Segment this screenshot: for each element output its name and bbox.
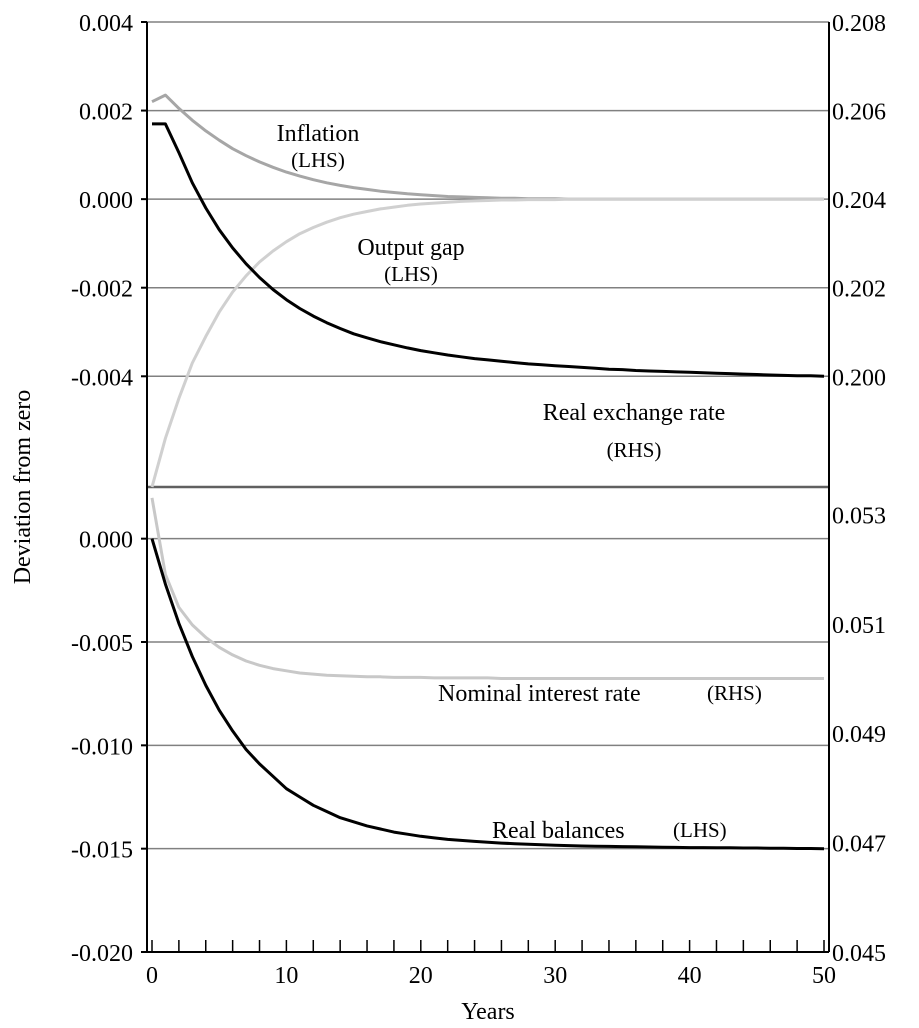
y-right-tick-label: 0.206 bbox=[832, 100, 886, 126]
real-balances-label: Real balances bbox=[492, 818, 625, 844]
real-exchange-rate-axis-note: (RHS) bbox=[607, 438, 662, 462]
y-right-tick-label: 0.045 bbox=[832, 941, 886, 967]
y-right-tick-label: 0.208 bbox=[832, 11, 886, 37]
inflation-axis-note: (LHS) bbox=[291, 148, 345, 172]
tick-labels: 0.004 0.002 0.000 -0.002 -0.004 0.208 0.206 0.2… bbox=[71, 11, 886, 989]
output-gap-annotation: Output gap (LHS) bbox=[357, 235, 464, 286]
real-balances-axis-note: (LHS) bbox=[673, 818, 727, 842]
y-right-tick-label: 0.200 bbox=[832, 365, 886, 391]
y-right-tick-label: 0.053 bbox=[832, 503, 886, 529]
series-lines bbox=[150, 93, 825, 851]
inflation-label: Inflation bbox=[277, 121, 360, 147]
real-exchange-rate-label: Real exchange rate bbox=[543, 400, 726, 426]
x-tick-label: 40 bbox=[678, 963, 702, 989]
y-left-tick-label: -0.005 bbox=[71, 631, 133, 657]
x-tick-label: 10 bbox=[274, 963, 298, 989]
y-left-tick-label: -0.002 bbox=[71, 277, 133, 303]
y-left-tick-label: 0.004 bbox=[79, 11, 133, 37]
x-tick-label: 30 bbox=[543, 963, 567, 989]
x-tick-label: 0 bbox=[146, 963, 158, 989]
nominal-interest-rate-axis-note: (RHS) bbox=[707, 681, 762, 705]
y-right-tick-label: 0.202 bbox=[832, 277, 886, 303]
series-line-output-gap bbox=[150, 197, 824, 488]
nominal-interest-rate-annotation: Nominal interest rate (RHS) bbox=[438, 681, 762, 707]
output-gap-label: Output gap bbox=[357, 235, 464, 261]
y-right-tick-label: 0.204 bbox=[832, 188, 886, 214]
x-tick-label: 50 bbox=[812, 963, 836, 989]
y-right-tick-label: 0.049 bbox=[832, 722, 886, 748]
real-balances-annotation: Real balances (LHS) bbox=[492, 818, 727, 844]
y-right-tick-label: 0.051 bbox=[832, 613, 886, 639]
grid-lines bbox=[147, 21, 829, 850]
output-gap-axis-note: (LHS) bbox=[384, 262, 438, 286]
y-left-tick-label: 0.002 bbox=[79, 100, 133, 126]
x-axis-minor-ticks bbox=[151, 940, 825, 952]
series-line-real-exchange-rate bbox=[152, 122, 825, 378]
y-left-tick-label: -0.004 bbox=[71, 365, 133, 391]
real-exchange-rate-annotation: Real exchange rate (RHS) bbox=[543, 400, 726, 462]
y-left-tick-label: -0.015 bbox=[71, 838, 133, 864]
y-left-tick-label: -0.010 bbox=[71, 734, 133, 760]
y-axis-title: Deviation from zero bbox=[10, 390, 36, 585]
y-right-tick-label: 0.047 bbox=[832, 832, 886, 858]
series-line-real-balances bbox=[150, 538, 825, 851]
inflation-annotation: Inflation (LHS) bbox=[277, 121, 360, 172]
y-left-tick-label: -0.020 bbox=[71, 941, 133, 967]
y-left-tick-label: 0.000 bbox=[79, 528, 133, 554]
x-tick-label: 20 bbox=[409, 963, 433, 989]
y-left-tick-label: 0.000 bbox=[79, 188, 133, 214]
series-line-nominal-interest-rate bbox=[150, 497, 824, 680]
x-axis-title: Years bbox=[461, 999, 515, 1025]
nominal-interest-rate-label: Nominal interest rate bbox=[438, 681, 641, 707]
